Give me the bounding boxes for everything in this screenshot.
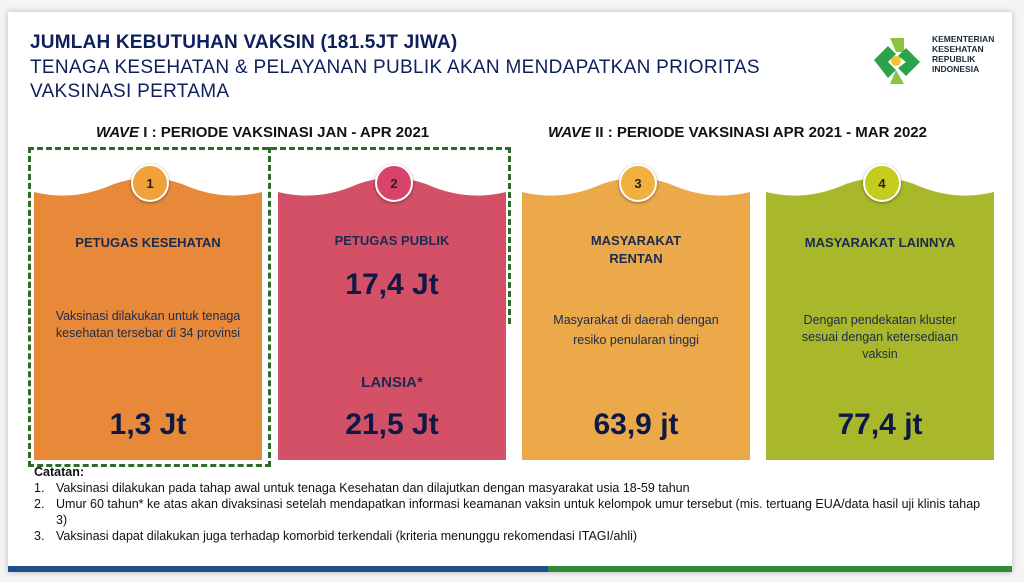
note-number: 2. xyxy=(34,497,45,511)
logo-line: INDONESIA xyxy=(932,64,980,74)
card-description: Vaksinasi dilakukan untuk tenaga kesehat… xyxy=(55,309,241,340)
card-background xyxy=(34,178,262,460)
card-value: 1,3 Jt xyxy=(109,408,187,441)
kemenkes-logo xyxy=(866,30,1006,94)
card-background xyxy=(522,178,750,460)
kemenkes-logo-icon xyxy=(874,38,920,84)
note-item: 1. Vaksinasi dilakukan pada tahap awal un… xyxy=(34,480,994,496)
wave-2-heading: WAVE II : PERIODE VAKSINASI APR 2021 - M… xyxy=(548,124,927,141)
wave-1-heading: WAVE I : PERIODE VAKSINASI JAN - APR 202… xyxy=(96,124,429,141)
logo-line: REPUBLIK xyxy=(932,54,976,64)
card-title: MASYARAKAT RENTAN xyxy=(590,233,682,266)
card-background xyxy=(766,178,994,460)
logo-line: KEMENTERIAN xyxy=(932,34,995,44)
card-number-badge: 3 xyxy=(619,164,657,202)
card-subtitle-lansia: LANSIA* xyxy=(361,374,423,391)
page-subtitle: TENAGA KESEHATAN & PELAYANAN PUBLIK AKAN… xyxy=(30,57,760,102)
card-value: 21,5 Jt xyxy=(345,408,439,441)
note-text: Vaksinasi dilakukan pada tahap awal untu… xyxy=(56,481,690,495)
wave-word: WAVE xyxy=(548,124,592,141)
note-number: 1. xyxy=(34,481,45,495)
notes-heading: Catatan: xyxy=(34,465,85,479)
logo-text: KEMENTERIAN KESEHATAN REPUBLIK INDONESIA xyxy=(932,34,994,74)
card-description: Masyarakat di daerah dengan resiko penul… xyxy=(553,313,719,347)
priority-highlight-left xyxy=(28,147,271,467)
note-number: 3. xyxy=(34,529,45,543)
notes-section: Catatan: 1. Vaksinasi dilakukan pada taha… xyxy=(34,464,994,544)
card-title: PETUGAS PUBLIK xyxy=(334,233,450,248)
wave-period: II : PERIODE VAKSINASI APR 2021 - MAR 20… xyxy=(591,124,927,141)
card-masyarakat-rentan: 3 MASYARAKAT RENTAN Masyarakat di daerah… xyxy=(522,164,750,460)
slide: JUMLAH KEBUTUHAN VAKSIN (181.5JT JIWA) T… xyxy=(8,12,1012,572)
note-item: 2. Umur 60 tahun* ke atas akan divaksinas… xyxy=(34,496,994,528)
card-value: 77,4 jt xyxy=(837,408,923,441)
bottom-bar-blue xyxy=(8,566,548,572)
page-title: JUMLAH KEBUTUHAN VAKSIN (181.5JT JIWA) xyxy=(30,32,458,53)
card-petugas-kesehatan: 1 PETUGAS KESEHATAN Vaksinasi dilakukan … xyxy=(34,164,262,460)
bottom-bar-green xyxy=(548,566,1012,572)
card-background xyxy=(278,178,506,460)
card-petugas-publik: 2 PETUGAS PUBLIK 17,4 Jt LANSIA* 21,5 Jt xyxy=(278,164,506,460)
card-number-badge: 2 xyxy=(375,164,413,202)
card-masyarakat-lainnya: 4 MASYARAKAT LAINNYA Dengan pendekatan k… xyxy=(766,164,994,460)
card-number-badge: 1 xyxy=(131,164,169,202)
card-title: MASYARAKAT LAINNYA xyxy=(804,235,956,250)
logo-line: KESEHATAN xyxy=(932,44,984,54)
note-item: 3. Vaksinasi dapat dilakukan juga terhada… xyxy=(34,528,994,544)
note-text: Vaksinasi dapat dilakukan juga terhadap … xyxy=(56,529,638,543)
card-value-top: 17,4 Jt xyxy=(345,268,439,301)
wave-period: I : PERIODE VAKSINASI JAN - APR 2021 xyxy=(139,124,430,141)
card-title: PETUGAS KESEHATAN xyxy=(75,235,221,250)
wave-word: WAVE xyxy=(96,124,140,141)
card-number-badge: 4 xyxy=(863,164,901,202)
card-value: 63,9 jt xyxy=(593,408,679,441)
card-description: Dengan pendekatan kluster sesuai dengan … xyxy=(801,313,959,361)
note-text: Umur 60 tahun* ke atas akan divaksinasi … xyxy=(56,497,981,527)
